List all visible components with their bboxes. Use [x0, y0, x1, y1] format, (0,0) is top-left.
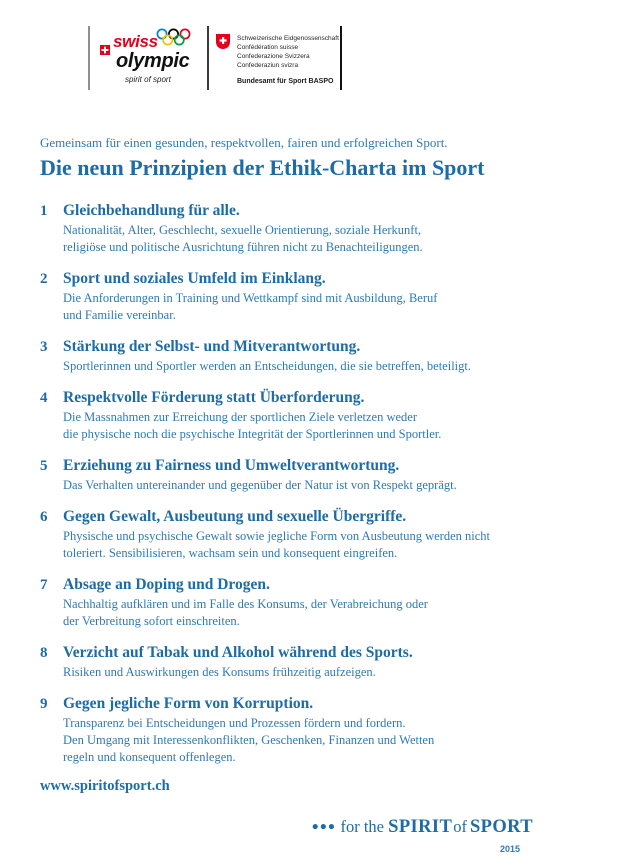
principle-heading: Respektvolle Förderung statt Überforderu… [63, 389, 365, 406]
principle-number: 4 [40, 390, 48, 406]
principle-item: 9 Gegen jegliche Form von Korruption. Tran… [40, 693, 588, 766]
principle-body: Die Massnahmen zur Erreichung der sportl… [63, 410, 442, 441]
tagline-spirit: SPIRIT [388, 817, 453, 837]
confederation-names: Schweizerische Eidgenossenschaft Confédé… [237, 35, 339, 69]
principle-number: 5 [40, 458, 48, 474]
header-logos: swiss olympic spirit of sport Schweizeri… [88, 26, 342, 90]
principle-heading: Sport und soziales Umfeld im Einklang. [63, 270, 326, 287]
tagline-for-the: for the [336, 817, 389, 836]
principle-number: 9 [40, 696, 48, 712]
principle-number: 3 [40, 339, 48, 355]
website-link[interactable]: www.spiritofsport.ch [40, 778, 170, 794]
principle-item: 4 Respektvolle Förderung statt Überforder… [40, 387, 588, 443]
principle-number: 7 [40, 577, 48, 593]
tagline-of: of [453, 817, 467, 836]
principle-heading: Gleichbehandlung für alle. [63, 202, 240, 219]
principle-body: Die Anforderungen in Training und Wettka… [63, 291, 438, 322]
vertical-divider-middle [207, 26, 209, 90]
swiss-olympic-tagline: spirit of sport [125, 75, 171, 84]
principle-item: 3 Stärkung der Selbst- und Mitverantwortu… [40, 336, 588, 375]
year-label: 2015 [499, 844, 520, 854]
principle-body: Physische und psychische Gewalt sowie je… [63, 529, 491, 560]
principle-number: 8 [40, 645, 48, 661]
principle-body: Sportlerinnen und Sportler werden an Ent… [63, 359, 471, 373]
swiss-cross-icon [100, 42, 110, 60]
tagline-sport: SPORT [469, 817, 533, 837]
principle-body: Nachhaltig aufklären und im Falle des Ko… [63, 597, 428, 628]
principle-body: Das Verhalten untereinander und gegenübe… [63, 478, 457, 492]
olympic-rings-icon [156, 28, 191, 52]
page-title: Die neun Prinzipien der Ethik-Charta im … [40, 155, 485, 180]
principle-item: 5 Erziehung zu Fairness und Umweltverantw… [40, 455, 588, 494]
principle-number: 2 [40, 271, 48, 287]
principle-number: 6 [40, 509, 48, 525]
tagline-dots-icon: ••• [311, 817, 337, 838]
principle-body: Risiken und Auswirkungen des Konsums frü… [63, 665, 376, 679]
footer-tagline: ••• for the SPIRITof SPORT [312, 817, 533, 839]
principle-item: 7 Absage an Doping und Drogen. Nachhaltig … [40, 574, 588, 630]
swiss-olympic-wordmark-swiss: swiss [113, 32, 158, 51]
principles-list: 1 Gleichbehandlung für alle. Nationalität,… [40, 200, 588, 766]
principle-number: 1 [40, 203, 48, 219]
confederation-logo: Schweizerische Eidgenossenschaft Confédé… [209, 26, 340, 90]
vertical-divider-left [88, 26, 90, 90]
principle-body: Transparenz bei Entscheidungen und Proze… [63, 716, 435, 764]
principle-heading: Absage an Doping und Drogen. [63, 576, 270, 593]
main-content: Gemeinsam für einen gesunden, respektvol… [40, 134, 588, 795]
principle-item: 2 Sport und soziales Umfeld im Einklang. D… [40, 268, 588, 324]
principle-heading: Stärkung der Selbst- und Mitverantwortun… [63, 338, 361, 355]
principle-item: 8 Verzicht auf Tabak und Alkohol während … [40, 642, 588, 681]
principle-item: 1 Gleichbehandlung für alle. Nationalität,… [40, 200, 588, 256]
principle-item: 6 Gegen Gewalt, Ausbeutung und sexuelle Ü… [40, 506, 588, 562]
principle-body: Nationalität, Alter, Geschlecht, sexuell… [63, 223, 423, 254]
swiss-olympic-logo: swiss olympic spirit of sport [90, 26, 207, 90]
principle-heading: Erziehung zu Fairness und Umweltverantwo… [63, 457, 400, 474]
swiss-olympic-wordmark-olympic: olympic [116, 50, 190, 72]
confederation-shield-icon [215, 33, 231, 55]
principle-heading: Verzicht auf Tabak und Alkohol während d… [63, 644, 413, 661]
intro-subtitle: Gemeinsam für einen gesunden, respektvol… [40, 135, 448, 150]
principle-heading: Gegen jegliche Form von Korruption. [63, 695, 314, 712]
confederation-department: Bundesamt für Sport BASPO [237, 78, 334, 85]
principle-heading: Gegen Gewalt, Ausbeutung und sexuelle Üb… [63, 508, 407, 525]
vertical-divider-right [340, 26, 342, 90]
